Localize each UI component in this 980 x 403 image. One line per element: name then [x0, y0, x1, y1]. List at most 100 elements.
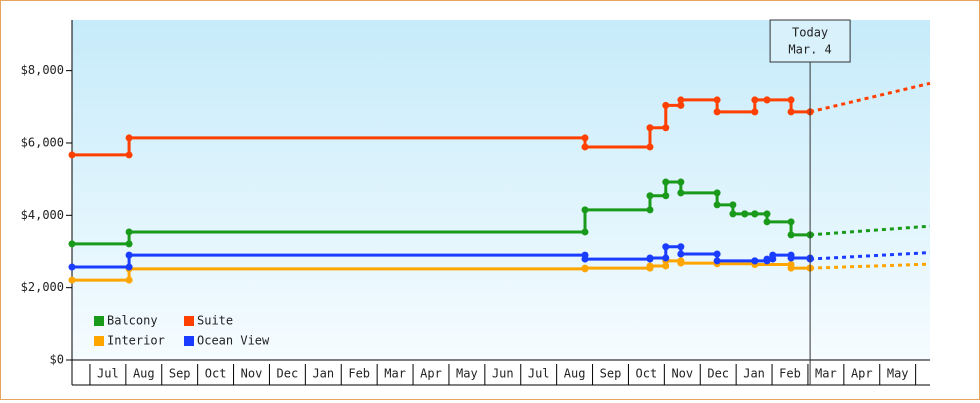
price-point — [68, 151, 76, 159]
price-point — [646, 254, 654, 262]
price-point — [677, 189, 685, 197]
price-line — [72, 259, 811, 282]
price-point — [646, 262, 654, 270]
legend-swatch — [184, 336, 194, 346]
price-point — [713, 257, 721, 265]
price-point — [662, 262, 670, 270]
x-tick-label: Jul — [528, 367, 550, 381]
price-point — [662, 101, 670, 109]
price-point — [125, 228, 133, 236]
x-tick-label: Sep — [600, 367, 622, 381]
x-tick-label: Aug — [564, 367, 586, 381]
price-point — [677, 96, 685, 104]
price-point — [751, 210, 759, 218]
price-point — [662, 254, 670, 262]
x-tick-label: Sep — [169, 367, 191, 381]
legend-swatch — [94, 316, 104, 326]
today-date: Mar. 4 — [788, 43, 831, 57]
price-point — [729, 210, 737, 218]
price-point — [646, 192, 654, 200]
x-tick-label: Oct — [205, 367, 227, 381]
price-point — [646, 143, 654, 151]
legend-label: Balcony — [107, 314, 158, 328]
price-point — [763, 210, 771, 218]
x-tick-label: Mar — [815, 367, 837, 381]
price-point — [787, 254, 795, 262]
x-tick-label: Dec — [277, 367, 299, 381]
price-point — [68, 276, 76, 284]
y-tick-label: $8,000 — [21, 63, 64, 77]
price-point — [787, 108, 795, 116]
y-tick-label: $2,000 — [21, 280, 64, 294]
price-point — [751, 96, 759, 104]
price-point — [787, 231, 795, 239]
price-point — [581, 206, 589, 214]
price-point — [581, 264, 589, 272]
price-point — [713, 250, 721, 258]
price-point — [677, 250, 685, 258]
today-title: Today — [792, 26, 828, 40]
price-point — [125, 263, 133, 271]
x-tick-label: Nov — [671, 367, 693, 381]
price-point — [662, 178, 670, 186]
price-point — [677, 101, 685, 109]
x-tick-label: Jun — [492, 367, 514, 381]
legend-label: Interior — [107, 334, 165, 348]
price-point — [763, 255, 771, 263]
x-tick-label: Feb — [779, 367, 801, 381]
x-tick-label: May — [456, 367, 478, 381]
x-tick-label: Jan — [743, 367, 765, 381]
price-point — [125, 151, 133, 159]
price-point — [769, 251, 777, 259]
price-point — [581, 143, 589, 151]
price-point — [646, 206, 654, 214]
price-point — [787, 218, 795, 226]
y-tick-label: $6,000 — [21, 135, 64, 149]
x-tick-label: Apr — [851, 367, 873, 381]
price-point — [68, 240, 76, 248]
price-point — [581, 134, 589, 142]
x-tick-label: Apr — [420, 367, 442, 381]
x-tick-label: Jul — [97, 367, 119, 381]
price-point — [713, 201, 721, 209]
price-point — [125, 276, 133, 284]
price-line — [72, 180, 811, 246]
x-tick-label: Oct — [636, 367, 658, 381]
price-point — [125, 134, 133, 142]
price-point — [662, 243, 670, 251]
price-point — [125, 251, 133, 259]
price-point — [763, 218, 771, 226]
price-point — [713, 96, 721, 104]
x-tick-label: May — [887, 367, 909, 381]
legend-swatch — [184, 316, 194, 326]
price-point — [581, 255, 589, 263]
x-tick-label: Nov — [241, 367, 263, 381]
price-point — [581, 228, 589, 236]
y-tick-label: $0 — [50, 353, 64, 367]
plot-area — [72, 20, 930, 360]
x-tick-label: Dec — [707, 367, 729, 381]
price-point — [713, 189, 721, 197]
today-box — [769, 19, 851, 63]
forecast-line — [810, 262, 931, 270]
x-tick-label: Mar — [384, 367, 406, 381]
price-point — [68, 263, 76, 271]
price-point — [751, 108, 759, 116]
price-point — [125, 240, 133, 248]
price-point — [713, 108, 721, 116]
price-point — [751, 257, 759, 265]
legend-swatch — [94, 336, 104, 346]
price-point — [646, 124, 654, 132]
price-point — [741, 210, 749, 218]
x-tick-label: Aug — [133, 367, 155, 381]
price-point — [729, 201, 737, 209]
price-point — [763, 96, 771, 104]
price-point — [787, 264, 795, 272]
price-point — [787, 96, 795, 104]
x-tick-label: Feb — [348, 367, 370, 381]
legend-label: Ocean View — [197, 334, 270, 348]
price-point — [662, 124, 670, 132]
price-point — [677, 178, 685, 186]
